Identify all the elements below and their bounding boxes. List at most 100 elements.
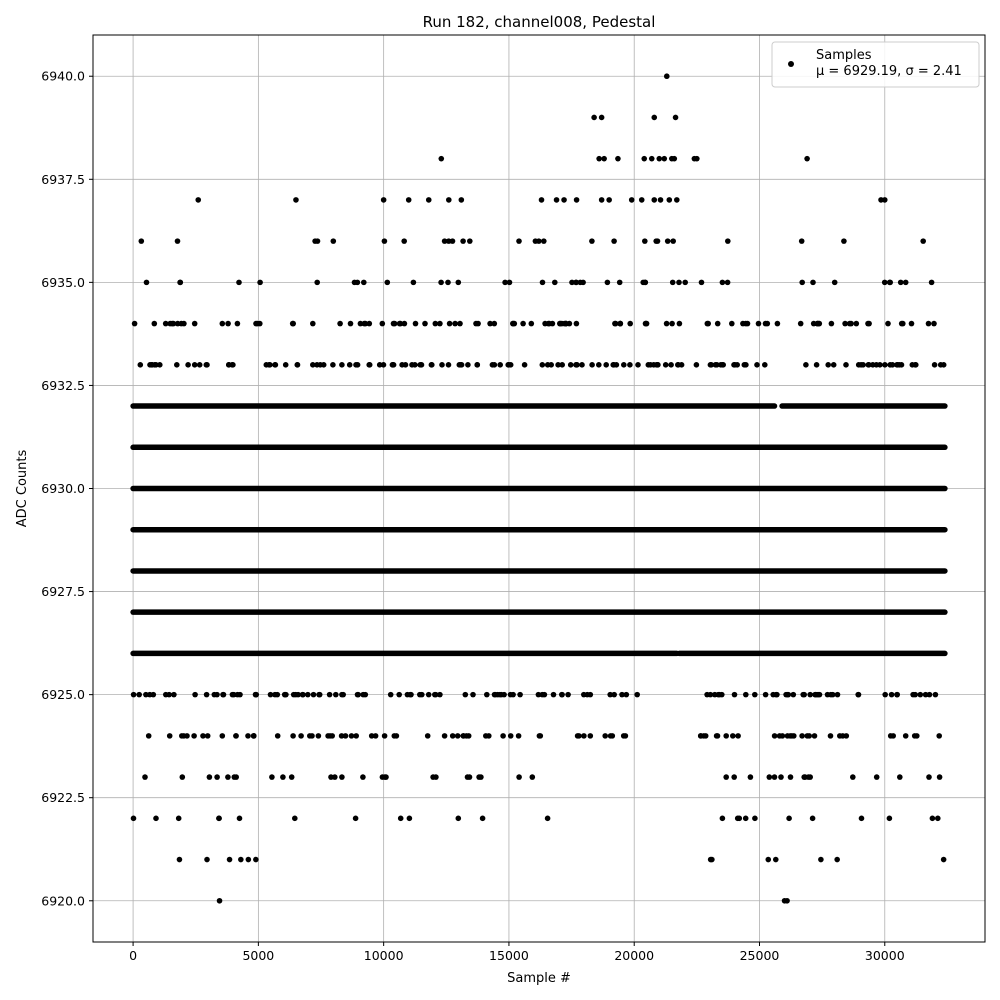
data-point <box>437 691 443 698</box>
data-point <box>642 238 648 244</box>
data-point <box>898 320 905 327</box>
data-point <box>798 238 805 244</box>
data-point <box>200 733 206 739</box>
data-point <box>510 320 516 327</box>
legend-marker <box>788 61 794 67</box>
chart-title: Run 182, channel008, Pedestal <box>423 13 656 31</box>
data-point <box>834 691 841 698</box>
data-point <box>238 856 244 863</box>
data-point <box>611 238 617 244</box>
data-point <box>828 320 835 327</box>
data-point <box>438 155 445 162</box>
data-point <box>742 815 749 822</box>
data-point <box>507 362 514 368</box>
data-point <box>203 691 210 698</box>
data-point <box>839 733 846 739</box>
x-tick-label: 25000 <box>740 948 780 963</box>
data-point <box>813 362 820 368</box>
data-point <box>393 733 400 739</box>
data-point <box>606 197 612 203</box>
data-point <box>670 238 676 244</box>
data-point <box>354 691 361 698</box>
data-point <box>293 197 299 203</box>
data-point <box>445 362 452 368</box>
data-point <box>515 733 522 739</box>
data-point <box>539 362 546 368</box>
data-point <box>176 856 183 863</box>
data-point <box>274 733 281 739</box>
data-point <box>894 691 900 698</box>
data-point <box>598 114 605 121</box>
data-point <box>881 197 888 203</box>
data-point <box>620 733 627 739</box>
data-point <box>653 362 660 368</box>
data-point <box>698 279 705 286</box>
data-point <box>576 733 582 739</box>
data-point <box>663 320 670 327</box>
data-point <box>731 774 737 780</box>
data-point <box>422 320 428 327</box>
data-point <box>887 733 894 739</box>
data-point <box>853 320 860 327</box>
data-point <box>617 320 624 327</box>
data-point <box>565 691 571 698</box>
data-point <box>682 279 688 286</box>
data-point <box>233 733 239 739</box>
data-point <box>405 197 412 203</box>
data-point <box>521 362 528 368</box>
data-point <box>325 733 331 739</box>
data-point <box>841 238 847 244</box>
data-point <box>381 238 388 244</box>
data-point <box>310 691 317 698</box>
data-point <box>544 815 551 822</box>
data-point <box>290 320 297 327</box>
data-point <box>216 897 223 904</box>
data-point <box>236 279 242 286</box>
data-point <box>663 73 670 80</box>
y-tick-label: 6925.0 <box>41 687 85 702</box>
data-point <box>730 733 736 739</box>
data-point <box>771 774 778 780</box>
data-point <box>196 362 203 368</box>
data-point <box>438 279 444 286</box>
data-point <box>535 691 542 698</box>
data-point <box>315 733 322 739</box>
data-point <box>401 238 408 244</box>
data-point <box>460 238 466 244</box>
data-point <box>589 362 595 368</box>
data-point <box>253 691 259 698</box>
data-point <box>425 691 432 698</box>
data-point <box>573 362 579 368</box>
data-point <box>399 362 405 368</box>
data-point <box>229 362 235 368</box>
data-point <box>529 774 536 780</box>
data-point <box>253 856 259 863</box>
data-point <box>131 320 138 327</box>
data-point <box>467 238 473 244</box>
data-point <box>137 362 144 368</box>
data-point <box>445 279 451 286</box>
y-tick-label: 6935.0 <box>41 275 85 290</box>
data-point <box>671 155 678 162</box>
data-point <box>226 856 233 863</box>
data-point <box>174 238 181 244</box>
data-point <box>725 238 731 244</box>
data-point <box>437 320 443 327</box>
data-point <box>553 197 560 203</box>
data-point <box>299 691 306 698</box>
data-point <box>693 362 700 368</box>
data-point <box>382 774 388 780</box>
data-point <box>191 733 197 739</box>
data-point <box>803 362 809 368</box>
data-point <box>536 238 542 244</box>
data-point <box>390 320 397 327</box>
data-point <box>936 733 942 739</box>
data-point <box>516 238 522 244</box>
data-point <box>348 733 355 739</box>
data-point <box>245 856 252 863</box>
data-point <box>747 774 754 780</box>
data-point <box>587 733 594 739</box>
data-point <box>740 320 746 327</box>
